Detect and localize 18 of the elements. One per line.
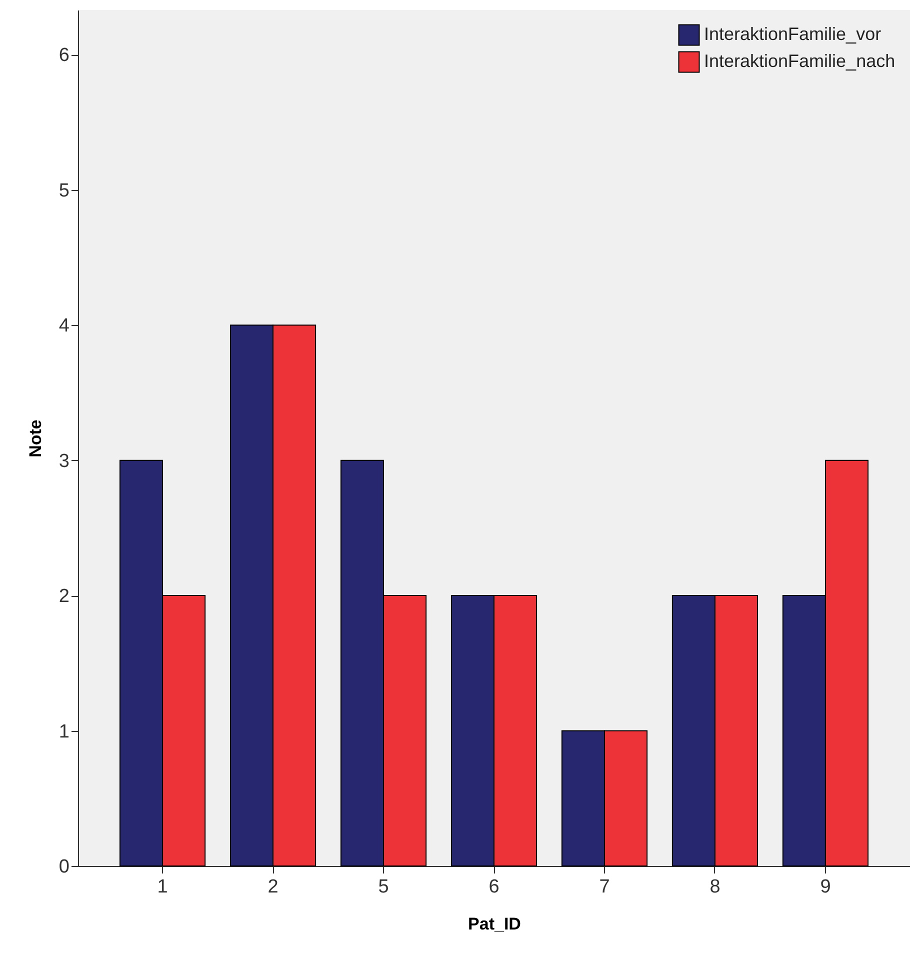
y-tick-label: 6 <box>58 45 70 66</box>
y-tick-label: 3 <box>58 450 70 472</box>
x-axis-title: Pat_ID <box>468 914 521 934</box>
y-tick-label: 5 <box>58 180 70 202</box>
x-tick-label: 6 <box>488 876 500 898</box>
x-tick-label: 2 <box>268 876 278 898</box>
x-tick-label: 9 <box>820 876 831 898</box>
x-tick-label: 7 <box>599 876 610 898</box>
y-tick-label: 0 <box>58 856 70 878</box>
x-tick-label: 5 <box>378 876 389 898</box>
y-axis-title: Note <box>26 420 45 458</box>
y-tick-label: 4 <box>58 316 70 337</box>
y-tick-label: 1 <box>58 721 70 742</box>
x-tick-label: 1 <box>157 876 168 898</box>
y-tick-label: 2 <box>58 586 70 608</box>
legend-label: InteraktionFamilie_nach <box>704 51 896 71</box>
x-tick-label: 8 <box>710 876 720 898</box>
legend-label: InteraktionFamilie_vor <box>704 24 882 44</box>
